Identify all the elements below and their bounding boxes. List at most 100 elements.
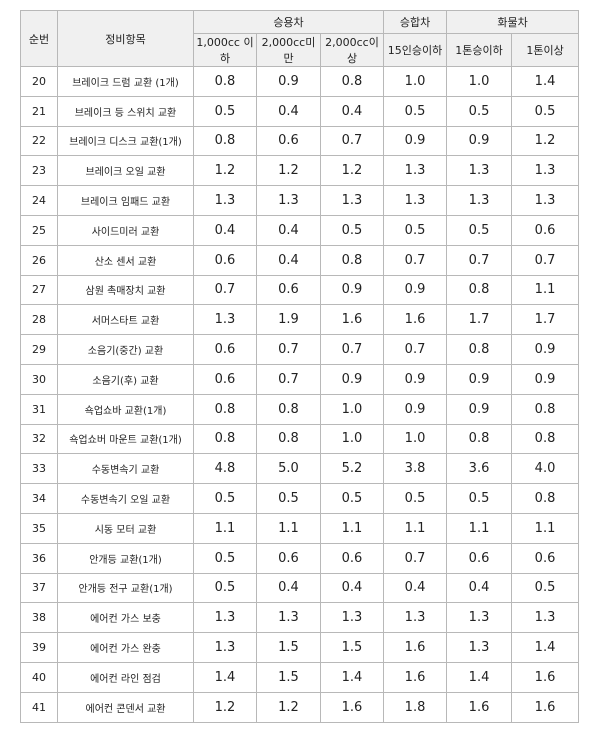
table-cell: 1.3 xyxy=(446,185,513,216)
table-cell: 수동변속기 교환 xyxy=(57,453,194,485)
table-cell: 1.4 xyxy=(193,661,257,693)
table-cell: 1.3 xyxy=(511,155,580,187)
table-cell: 시동 모터 교환 xyxy=(57,512,194,544)
table-cell: 0.5 xyxy=(383,483,448,514)
table-cell: 1.1 xyxy=(319,512,385,544)
table-cell: 에어컨 가스 보충 xyxy=(57,602,194,634)
table-cell: 서머스타트 교환 xyxy=(57,304,194,336)
table-cell: 39 xyxy=(20,632,58,663)
table-cell: 산소 센서 교환 xyxy=(57,244,194,276)
table-cell: 1.5 xyxy=(256,661,321,693)
table-cell: 1.3 xyxy=(193,304,257,336)
table-cell: 1.2 xyxy=(319,155,385,187)
table-cell: 41 xyxy=(20,691,58,723)
table-cell: 0.5 xyxy=(446,95,513,127)
table-cell: 브레이크 드럼 교환 (1개) xyxy=(57,66,194,97)
table-cell: 0.8 xyxy=(319,244,385,276)
table-cell: 0.7 xyxy=(319,334,385,365)
table-cell: 브레이크 오일 교환 xyxy=(57,155,194,187)
table-cell: 1.1 xyxy=(511,512,580,544)
table-cell: 1.0 xyxy=(319,423,385,455)
table-cell: 쇽업쇼바 교환(1개) xyxy=(57,393,194,425)
table-cell: 브레이크 임패드 교환 xyxy=(57,185,194,216)
table-cell: 3.6 xyxy=(446,453,513,485)
table-cell: 20 xyxy=(20,66,58,97)
table-cell: 0.5 xyxy=(256,483,321,514)
table-cell: 0.6 xyxy=(193,334,257,365)
header-cell: 순번 xyxy=(20,10,58,67)
table-cell: 0.5 xyxy=(319,483,385,514)
table-cell: 0.8 xyxy=(256,423,321,455)
table-cell: 32 xyxy=(20,423,58,455)
table-cell: 0.4 xyxy=(319,95,385,127)
table-cell: 0.8 xyxy=(446,334,513,365)
table-row: 32 쇽업쇼버 마운트 교환(1개) 0.8 0.8 1.0 1.0 0.8 0.8 xyxy=(20,423,580,455)
table-cell: 0.9 xyxy=(446,125,513,157)
table-row: 29 소음기(중간) 교환 0.6 0.7 0.7 0.7 0.8 0.9 xyxy=(20,334,580,365)
table-cell: 0.4 xyxy=(319,572,385,604)
table-cell: 37 xyxy=(20,572,58,604)
table-cell: 5.2 xyxy=(319,453,385,485)
table-cell: 1.3 xyxy=(256,602,321,634)
table-cell: 40 xyxy=(20,661,58,693)
table-cell: 1.8 xyxy=(383,691,448,723)
subheader-cell: 2,000cc이상 xyxy=(319,33,385,67)
table-cell: 35 xyxy=(20,512,58,544)
table-cell: 0.8 xyxy=(319,66,385,97)
table-cell: 1.9 xyxy=(256,304,321,336)
table-cell: 0.6 xyxy=(193,244,257,276)
table-cell: 0.8 xyxy=(256,393,321,425)
table-cell: 0.6 xyxy=(256,274,321,306)
table-row: 23 브레이크 오일 교환 1.2 1.2 1.2 1.3 1.3 1.3 xyxy=(20,155,580,187)
table-cell: 31 xyxy=(20,393,58,425)
table-cell: 0.5 xyxy=(193,95,257,127)
table-cell: 에어컨 라인 점검 xyxy=(57,661,194,693)
table-cell: 1.3 xyxy=(383,185,448,216)
table-cell: 0.9 xyxy=(319,363,385,395)
table-cell: 0.7 xyxy=(193,274,257,306)
table-cell: 1.4 xyxy=(511,66,580,97)
table-cell: 0.8 xyxy=(446,274,513,306)
table-cell: 24 xyxy=(20,185,58,216)
table-cell: 0.9 xyxy=(383,393,448,425)
table-cell: 1.0 xyxy=(383,423,448,455)
table-cell: 0.6 xyxy=(446,542,513,574)
table-row: 38 에어컨 가스 보충 1.3 1.3 1.3 1.3 1.3 1.3 xyxy=(20,602,580,634)
table-cell: 0.5 xyxy=(383,95,448,127)
table-cell: 1.6 xyxy=(446,691,513,723)
table-cell: 0.7 xyxy=(383,334,448,365)
table-cell: 0.6 xyxy=(511,214,580,246)
table-cell: 안개등 전구 교환(1개) xyxy=(57,572,194,604)
table-cell: 4.0 xyxy=(511,453,580,485)
table-row: 28 서머스타트 교환 1.3 1.9 1.6 1.6 1.7 1.7 xyxy=(20,304,580,336)
table-cell: 0.7 xyxy=(383,542,448,574)
table-cell: 0.6 xyxy=(511,542,580,574)
table-cell: 1.3 xyxy=(446,632,513,663)
table-cell: 21 xyxy=(20,95,58,127)
table-cell: 쇽업쇼버 마운트 교환(1개) xyxy=(57,423,194,455)
table-cell: 0.8 xyxy=(511,483,580,514)
table-cell: 1.5 xyxy=(256,632,321,663)
table-cell: 1.3 xyxy=(511,602,580,634)
table-cell: 36 xyxy=(20,542,58,574)
table-cell: 0.9 xyxy=(383,125,448,157)
table-cell: 1.6 xyxy=(319,691,385,723)
table-cell: 1.3 xyxy=(319,185,385,216)
table-cell: 1.6 xyxy=(319,304,385,336)
table-row: 20 브레이크 드럼 교환 (1개) 0.8 0.9 0.8 1.0 1.0 1.4 xyxy=(20,66,580,97)
table-cell: 0.4 xyxy=(256,244,321,276)
table-cell: 0.5 xyxy=(446,483,513,514)
subheader-cell: 1톤이상 xyxy=(511,33,580,67)
table-row: 24 브레이크 임패드 교환 1.3 1.3 1.3 1.3 1.3 1.3 xyxy=(20,185,580,216)
table-cell: 1.6 xyxy=(511,661,580,693)
table-cell: 0.8 xyxy=(193,393,257,425)
table-cell: 0.9 xyxy=(446,363,513,395)
table-header: 순번 정비항목 승용차 승합차 화물차 1,000cc 이하 2,000cc미만 2… xyxy=(20,10,580,67)
table-cell: 0.4 xyxy=(193,214,257,246)
table-cell: 1.6 xyxy=(383,661,448,693)
table-cell: 1.5 xyxy=(319,632,385,663)
table-cell: 34 xyxy=(20,483,58,514)
table-row: 34 수동변속기 오일 교환 0.5 0.5 0.5 0.5 0.5 0.8 xyxy=(20,483,580,514)
table-cell: 0.9 xyxy=(383,363,448,395)
subheader-cell: 15인승이하 xyxy=(383,33,448,67)
